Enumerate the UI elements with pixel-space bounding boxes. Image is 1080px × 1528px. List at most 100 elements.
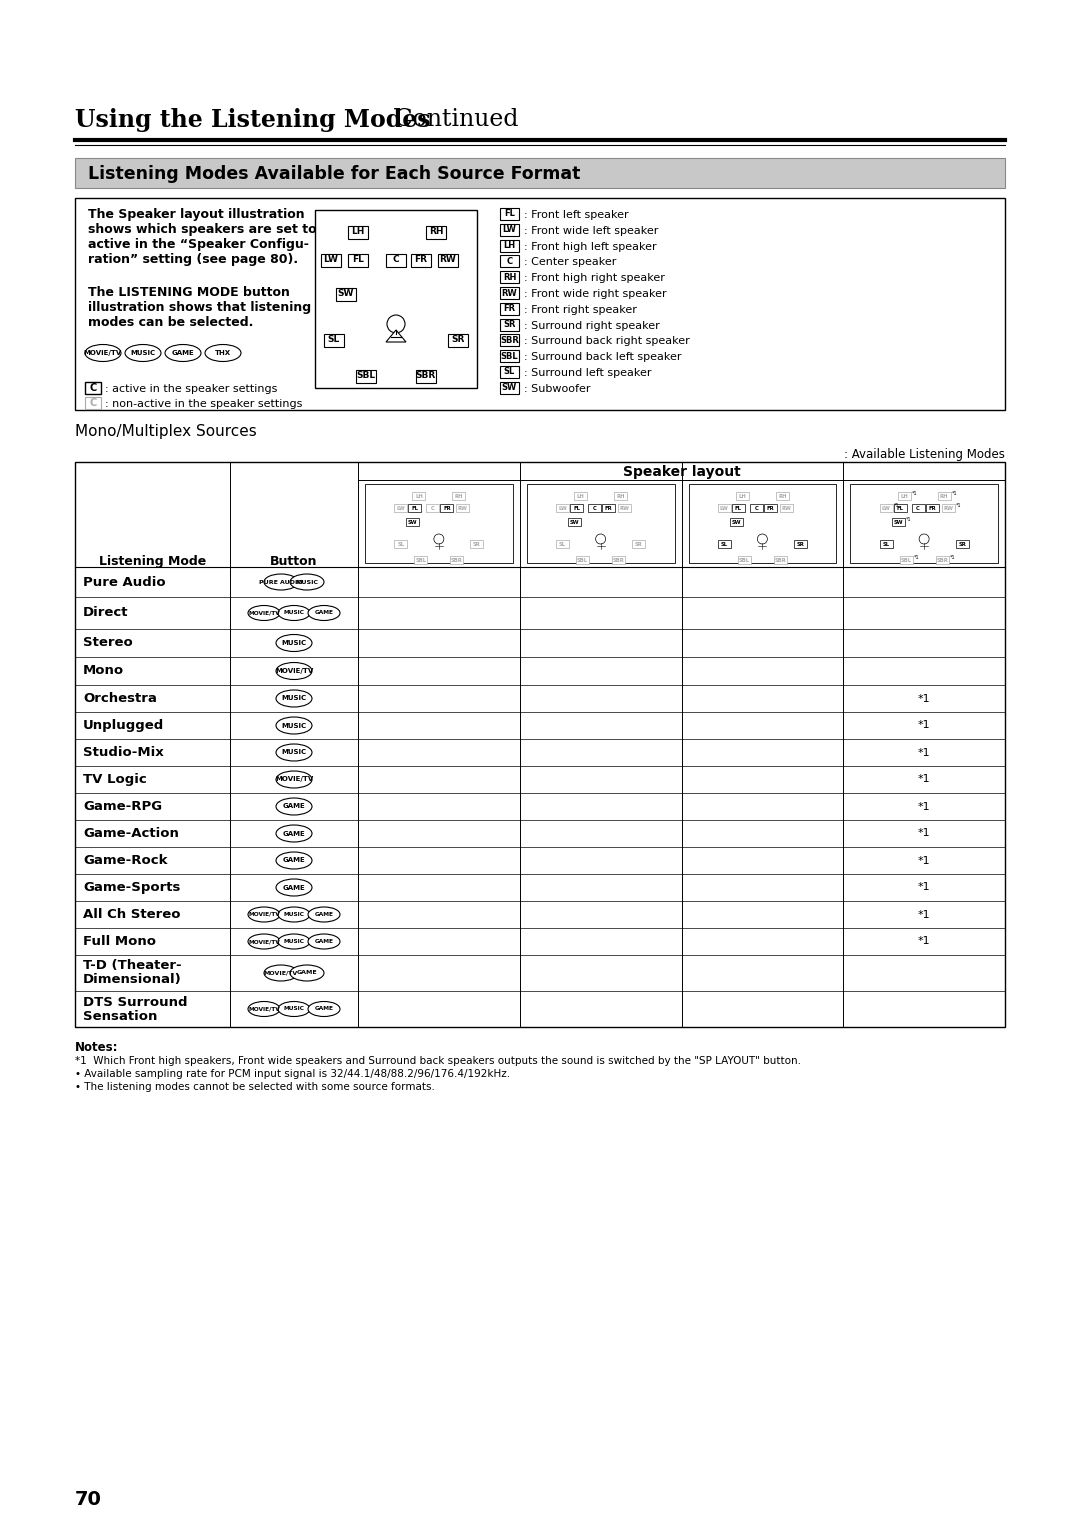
Bar [500,255,519,267]
Bar [615,492,627,500]
Text: GAME: GAME [172,350,194,356]
Bar [500,270,519,283]
Text: SW: SW [893,520,903,524]
Text: The LISTENING MODE button: The LISTENING MODE button [87,286,289,299]
Text: C: C [90,384,96,393]
Ellipse shape [308,605,340,620]
Bar [632,539,645,549]
Text: SBL: SBL [577,558,589,562]
Text: GAME: GAME [283,804,306,810]
Bar [570,504,583,512]
Bar [589,504,602,512]
Ellipse shape [248,605,280,620]
Text: shows which speakers are set to: shows which speakers are set to [87,223,316,235]
Bar [500,335,519,347]
Ellipse shape [248,1001,280,1016]
Text: SBL: SBL [416,558,427,562]
Text: SR: SR [473,541,481,547]
Text: : Subwoofer: : Subwoofer [524,384,591,394]
Ellipse shape [276,717,312,733]
Text: ration” setting (see page 80).: ration” setting (see page 80). [87,254,298,266]
Ellipse shape [276,634,312,651]
Text: SBR: SBR [500,336,518,345]
Text: Stereo: Stereo [83,637,133,649]
Ellipse shape [291,575,324,590]
Text: Notes:: Notes: [75,1041,119,1054]
Bar [780,504,793,512]
Bar [937,492,950,500]
Text: GAME: GAME [314,1007,334,1012]
Text: LW: LW [881,506,891,510]
Bar [75,157,1005,188]
Bar [942,504,955,512]
Text: active in the “Speaker Configu-: active in the “Speaker Configu- [87,238,309,251]
Bar [718,504,731,512]
Text: RW: RW [440,255,457,264]
Bar [471,539,484,549]
Bar [457,504,470,512]
Ellipse shape [276,879,312,895]
Bar [897,492,910,500]
Ellipse shape [205,344,241,362]
Text: LH: LH [577,494,584,498]
Text: Game-Rock: Game-Rock [83,854,167,866]
Text: MUSIC: MUSIC [283,940,305,944]
Bar [500,240,519,252]
Text: MOVIE/TV: MOVIE/TV [275,668,313,674]
Bar [732,504,745,512]
Text: FR: FR [928,506,936,510]
Bar [603,504,616,512]
Text: THX: THX [215,350,231,356]
Bar [441,504,454,512]
Ellipse shape [85,344,121,362]
Bar [448,333,468,347]
Text: LH: LH [415,494,422,498]
Text: FL: FL [504,209,515,219]
Bar [612,556,625,564]
Text: C: C [431,506,435,510]
Text: FL: FL [352,255,364,264]
Text: SBR: SBR [612,558,624,562]
Bar [386,254,406,266]
Bar [575,492,588,500]
Text: : Surround back right speaker: : Surround back right speaker [524,336,690,347]
Text: SR: SR [503,319,516,329]
Text: *1: *1 [918,775,931,784]
Text: Mono/Multiplex Sources: Mono/Multiplex Sources [75,423,257,439]
Bar [315,209,477,388]
Text: The Speaker layout illustration: The Speaker layout illustration [87,208,305,222]
Text: SBR: SBR [451,558,463,562]
Ellipse shape [165,344,201,362]
Text: Continued: Continued [387,108,518,131]
Text: *1: *1 [918,747,931,758]
Ellipse shape [248,908,280,921]
Text: SBL: SBL [739,558,750,562]
Text: : Front high left speaker: : Front high left speaker [524,241,657,252]
Text: RW: RW [501,289,517,298]
Ellipse shape [264,966,298,981]
Bar [85,397,102,410]
Ellipse shape [276,663,312,680]
Text: SL: SL [882,541,890,547]
Text: SBL: SBL [901,558,912,562]
Text: LH: LH [901,494,908,498]
Text: : Front left speaker: : Front left speaker [524,209,629,220]
Ellipse shape [276,691,312,707]
Circle shape [434,533,444,544]
Text: : non-active in the speaker settings: : non-active in the speaker settings [105,399,302,410]
Text: SBL: SBL [356,371,376,380]
Bar [411,254,431,266]
Text: Using the Listening Modes: Using the Listening Modes [75,108,431,131]
Text: FL: FL [411,506,418,510]
Text: LW: LW [324,255,338,264]
Text: MUSIC: MUSIC [282,723,307,729]
Text: DTS Surround
Sensation: DTS Surround Sensation [83,996,188,1022]
Text: 70: 70 [75,1490,102,1510]
Text: SBR: SBR [936,558,948,562]
Text: Button: Button [270,555,318,568]
Bar [689,484,836,562]
Text: MUSIC: MUSIC [282,695,307,701]
Ellipse shape [278,908,310,921]
Text: : Front right speaker: : Front right speaker [524,304,637,315]
Bar [850,484,998,562]
